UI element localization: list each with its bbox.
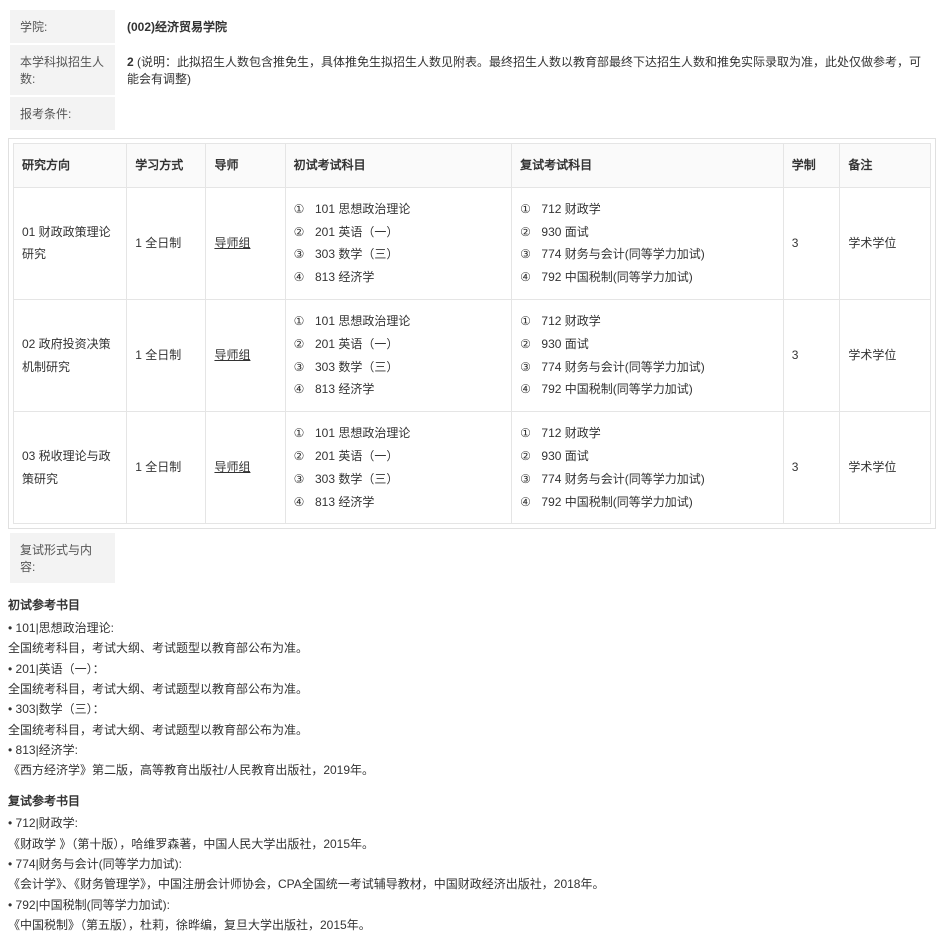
retest-subjects-item: 792 中国税制(同等学力加试) [520, 491, 775, 514]
retest-subjects: 712 财政学 930 面试 774 财务与会计(同等学力加试) 792 中国税… [520, 310, 775, 401]
prelim-subjects-item: 201 英语（一） [294, 221, 503, 244]
college-value: (002)经济贸易学院 [117, 10, 934, 43]
cell-prelim: 101 思想政治理论 201 英语（一） 303 数学（三） 813 经济学 [285, 412, 511, 524]
conditions-value [117, 97, 934, 130]
prelim-ref-body: 《西方经济学》第二版，高等教育出版社/人民教育出版社，2019年。 [8, 760, 936, 780]
prelim-refs-section: 初试参考书目 101|思想政治理论:全国统考科目，考试大纲、考试题型以教育部公布… [8, 595, 936, 781]
retest-subjects-item: 774 财务与会计(同等学力加试) [520, 356, 775, 379]
cell-duration: 3 [783, 299, 840, 411]
prelim-subjects: 101 思想政治理论 201 英语（一） 303 数学（三） 813 经济学 [294, 422, 503, 513]
table-header-row: 研究方向 学习方式 导师 初试考试科目 复试考试科目 学制 备注 [14, 144, 931, 188]
cell-mode: 1 全日制 [127, 299, 206, 411]
prelim-subjects-item: 303 数学（三） [294, 243, 503, 266]
cell-note: 学术学位 [840, 299, 931, 411]
cell-duration: 3 [783, 412, 840, 524]
th-prelim: 初试考试科目 [285, 144, 511, 188]
cell-direction: 03 税收理论与政策研究 [14, 412, 127, 524]
th-direction: 研究方向 [14, 144, 127, 188]
prelim-subjects-item: 201 英语（一） [294, 333, 503, 356]
retest-ref-head: 712|财政学: [8, 813, 936, 833]
cell-duration: 3 [783, 187, 840, 299]
cell-prelim: 101 思想政治理论 201 英语（一） 303 数学（三） 813 经济学 [285, 187, 511, 299]
retest-ref-head: 792|中国税制(同等学力加试): [8, 895, 936, 915]
retest-subjects: 712 财政学 930 面试 774 财务与会计(同等学力加试) 792 中国税… [520, 422, 775, 513]
prelim-ref-body: 全国统考科目，考试大纲、考试题型以教育部公布为准。 [8, 720, 936, 740]
cell-note: 学术学位 [840, 412, 931, 524]
cell-tutor: 导师组 [206, 412, 285, 524]
retest-subjects: 712 财政学 930 面试 774 财务与会计(同等学力加试) 792 中国税… [520, 198, 775, 289]
retest-subjects-item: 712 财政学 [520, 198, 775, 221]
cell-retest: 712 财政学 930 面试 774 财务与会计(同等学力加试) 792 中国税… [512, 299, 784, 411]
retest-ref-body: 《财政学 》（第十版），哈维罗森著，中国人民大学出版社，2015年。 [8, 834, 936, 854]
retest-subjects-item: 712 财政学 [520, 422, 775, 445]
retest-ref-body: 《中国税制》（第五版），杜莉，徐晔编，复旦大学出版社，2015年。 [8, 915, 936, 935]
tutor-link[interactable]: 导师组 [214, 460, 250, 474]
prelim-subjects-item: 303 数学（三） [294, 356, 503, 379]
retest-form-value [117, 533, 934, 583]
retest-subjects-item: 792 中国税制(同等学力加试) [520, 378, 775, 401]
table-row: 01 财政政策理论研究1 全日制导师组 101 思想政治理论 201 英语（一）… [14, 187, 931, 299]
info-header-table: 学院: (002)经济贸易学院 本学科拟招生人数: 2 (说明：此拟招生人数包含… [8, 8, 936, 132]
directions-table: 研究方向 学习方式 导师 初试考试科目 复试考试科目 学制 备注 01 财政政策… [13, 143, 931, 524]
cell-prelim: 101 思想政治理论 201 英语（一） 303 数学（三） 813 经济学 [285, 299, 511, 411]
cell-note: 学术学位 [840, 187, 931, 299]
retest-refs-title: 复试参考书目 [8, 791, 936, 811]
college-label: 学院: [10, 10, 115, 43]
directions-table-wrap: 研究方向 学习方式 导师 初试考试科目 复试考试科目 学制 备注 01 财政政策… [8, 138, 936, 529]
prelim-subjects-item: 813 经济学 [294, 378, 503, 401]
retest-subjects-item: 930 面试 [520, 221, 775, 244]
cell-mode: 1 全日制 [127, 412, 206, 524]
retest-form-label: 复试形式与内容: [10, 533, 115, 583]
prelim-subjects: 101 思想政治理论 201 英语（一） 303 数学（三） 813 经济学 [294, 198, 503, 289]
retest-subjects-item: 774 财务与会计(同等学力加试) [520, 243, 775, 266]
quota-number: 2 [127, 55, 134, 69]
prelim-refs-title: 初试参考书目 [8, 595, 936, 615]
prelim-ref-head: 813|经济学: [8, 740, 936, 760]
retest-subjects-item: 930 面试 [520, 445, 775, 468]
cell-mode: 1 全日制 [127, 187, 206, 299]
cell-tutor: 导师组 [206, 299, 285, 411]
retest-form-table: 复试形式与内容: [8, 531, 936, 585]
retest-subjects-item: 774 财务与会计(同等学力加试) [520, 468, 775, 491]
retest-ref-head: 774|财务与会计(同等学力加试): [8, 854, 936, 874]
retest-ref-body: 《会计学》、《财务管理学》，中国注册会计师协会，CPA全国统一考试辅导教材，中国… [8, 874, 936, 894]
th-mode: 学习方式 [127, 144, 206, 188]
prelim-ref-head: 303|数学（三）： [8, 699, 936, 719]
prelim-ref-head: 201|英语（一）： [8, 659, 936, 679]
retest-refs-list: 712|财政学:《财政学 》（第十版），哈维罗森著，中国人民大学出版社，2015… [8, 813, 936, 935]
prelim-subjects-item: 303 数学（三） [294, 468, 503, 491]
cell-tutor: 导师组 [206, 187, 285, 299]
th-retest: 复试考试科目 [512, 144, 784, 188]
table-row: 03 税收理论与政策研究1 全日制导师组 101 思想政治理论 201 英语（一… [14, 412, 931, 524]
prelim-refs-list: 101|思想政治理论:全国统考科目，考试大纲、考试题型以教育部公布为准。201|… [8, 618, 936, 781]
prelim-subjects-item: 101 思想政治理论 [294, 310, 503, 333]
prelim-subjects-item: 813 经济学 [294, 266, 503, 289]
conditions-label: 报考条件: [10, 97, 115, 130]
th-tutor: 导师 [206, 144, 285, 188]
cell-retest: 712 财政学 930 面试 774 财务与会计(同等学力加试) 792 中国税… [512, 412, 784, 524]
retest-refs-section: 复试参考书目 712|财政学:《财政学 》（第十版），哈维罗森著，中国人民大学出… [8, 791, 936, 936]
prelim-subjects: 101 思想政治理论 201 英语（一） 303 数学（三） 813 经济学 [294, 310, 503, 401]
retest-subjects-item: 712 财政学 [520, 310, 775, 333]
cell-retest: 712 财政学 930 面试 774 财务与会计(同等学力加试) 792 中国税… [512, 187, 784, 299]
table-row: 02 政府投资决策机制研究1 全日制导师组 101 思想政治理论 201 英语（… [14, 299, 931, 411]
quota-note: (说明：此拟招生人数包含推免生，具体推免生拟招生人数见附表。最终招生人数以教育部… [127, 55, 921, 86]
prelim-ref-head: 101|思想政治理论: [8, 618, 936, 638]
quota-value: 2 (说明：此拟招生人数包含推免生，具体推免生拟招生人数见附表。最终招生人数以教… [117, 45, 934, 95]
prelim-subjects-item: 101 思想政治理论 [294, 422, 503, 445]
cell-direction: 02 政府投资决策机制研究 [14, 299, 127, 411]
prelim-subjects-item: 101 思想政治理论 [294, 198, 503, 221]
prelim-ref-body: 全国统考科目，考试大纲、考试题型以教育部公布为准。 [8, 638, 936, 658]
quota-label: 本学科拟招生人数: [10, 45, 115, 95]
prelim-ref-body: 全国统考科目，考试大纲、考试题型以教育部公布为准。 [8, 679, 936, 699]
th-duration: 学制 [783, 144, 840, 188]
retest-subjects-item: 792 中国税制(同等学力加试) [520, 266, 775, 289]
tutor-link[interactable]: 导师组 [214, 236, 250, 250]
cell-direction: 01 财政政策理论研究 [14, 187, 127, 299]
retest-subjects-item: 930 面试 [520, 333, 775, 356]
th-note: 备注 [840, 144, 931, 188]
prelim-subjects-item: 813 经济学 [294, 491, 503, 514]
prelim-subjects-item: 201 英语（一） [294, 445, 503, 468]
tutor-link[interactable]: 导师组 [214, 348, 250, 362]
